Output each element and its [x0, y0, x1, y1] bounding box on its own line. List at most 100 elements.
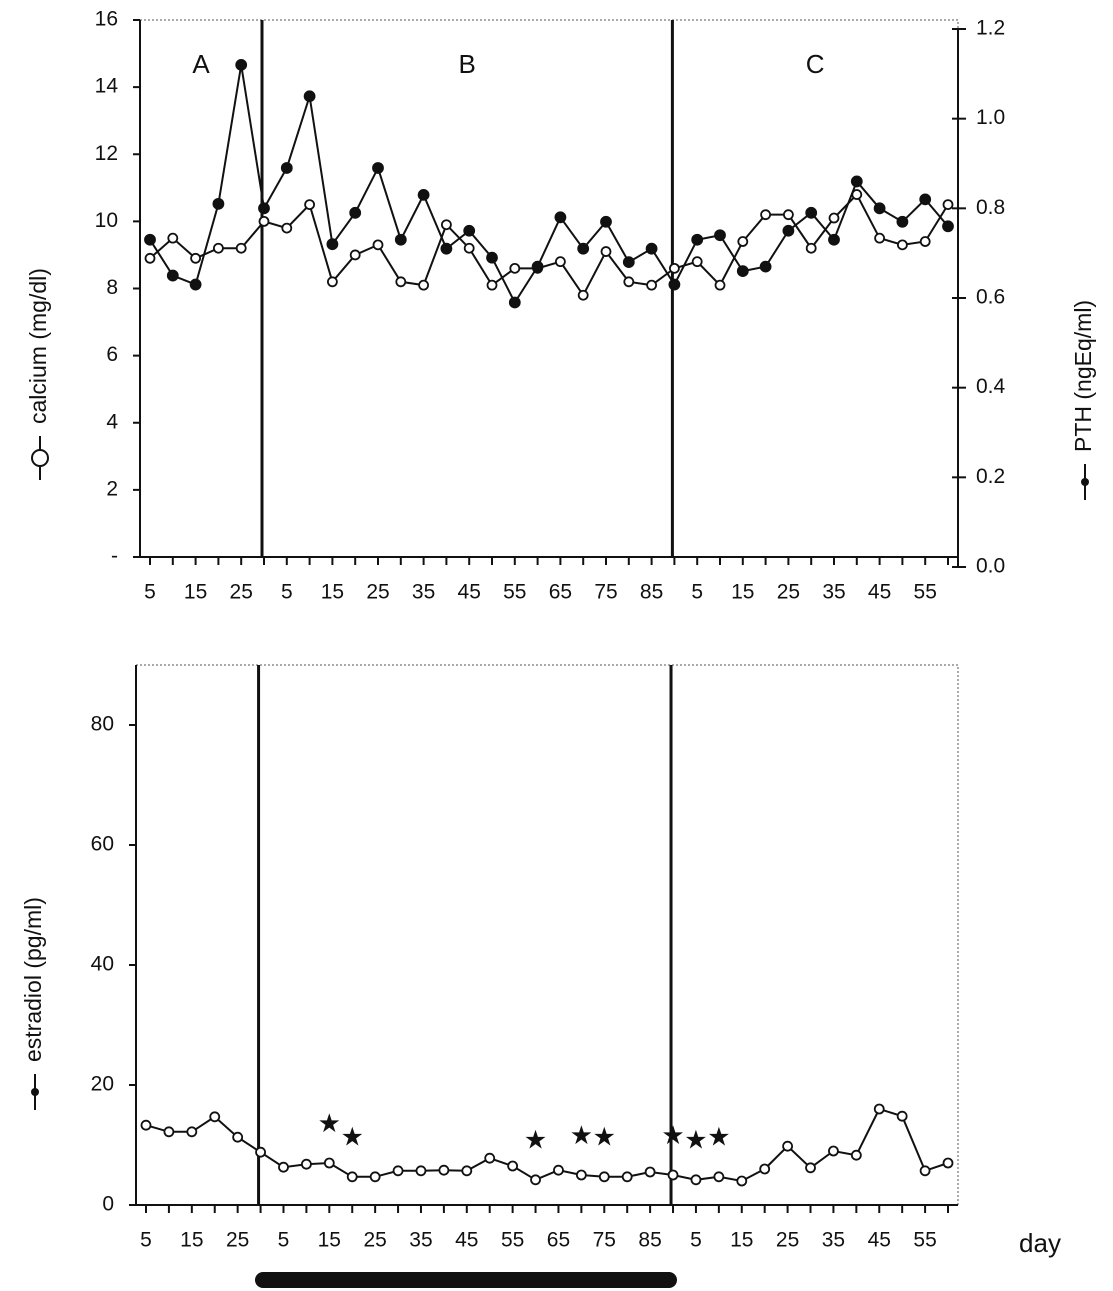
x-tick-label: 55: [501, 1229, 524, 1252]
y-axis-label: calcium (mg/dl): [25, 268, 51, 424]
data-point: [737, 236, 749, 247]
legend-marker: [1081, 478, 1089, 486]
data-point: [190, 252, 202, 264]
data-point: [166, 269, 179, 282]
x-tick-label: 85: [640, 581, 663, 604]
data-point: [621, 1171, 633, 1183]
data-point: [873, 1103, 885, 1115]
y-tick-label: 6: [106, 343, 118, 366]
x-tick-label: 65: [547, 1229, 570, 1252]
data-point: [418, 279, 430, 291]
data-point: [486, 279, 498, 291]
data-point: [189, 278, 202, 291]
data-point: [508, 296, 521, 309]
x-tick-label: 35: [822, 581, 845, 604]
data-point: [326, 238, 339, 251]
data-point: [372, 162, 384, 174]
x-tick-label: 55: [913, 1229, 936, 1252]
data-point: [278, 1161, 289, 1173]
data-point: [486, 251, 498, 264]
data-point: [144, 233, 156, 246]
data-point: [691, 233, 704, 246]
data-point: [417, 188, 430, 201]
data-point: [300, 1158, 312, 1170]
data-point: [144, 252, 156, 264]
data-point: [805, 1162, 816, 1174]
x-tick-label: 15: [180, 1229, 203, 1252]
x-tick-label: 75: [593, 1229, 616, 1252]
significance-marker: ★: [661, 1120, 684, 1150]
x-tick-label: 15: [731, 581, 754, 604]
data-point: [349, 206, 362, 219]
data-point: [392, 1165, 404, 1177]
data-point: [805, 242, 817, 254]
data-point: [644, 1166, 656, 1178]
data-point: [440, 219, 452, 231]
data-point: [896, 215, 909, 228]
data-point: [669, 262, 680, 274]
x-tick-label: 45: [868, 1229, 891, 1252]
y-tick-label: 0: [102, 1193, 114, 1216]
x-axis-label: day: [1019, 1228, 1061, 1258]
data-point: [919, 193, 932, 206]
x-tick-label: 5: [278, 1229, 290, 1252]
data-point: [484, 1152, 496, 1164]
data-point: [167, 232, 179, 244]
x-tick-label: 5: [690, 1229, 702, 1252]
data-point: [212, 242, 224, 254]
legend-marker: [31, 1088, 39, 1096]
data-point: [280, 162, 293, 174]
x-tick-label: 35: [412, 581, 435, 604]
x-tick-label: 65: [549, 581, 572, 604]
significance-marker: ★: [684, 1125, 707, 1155]
data-point: [235, 58, 248, 71]
data-point: [530, 1174, 541, 1186]
x-tick-label: 5: [281, 581, 293, 604]
y-tick-label: 10: [95, 209, 118, 232]
x-tick-label: 55: [503, 581, 526, 604]
phase-label: A: [192, 49, 210, 79]
data-point: [346, 1171, 358, 1183]
data-point: [553, 1164, 564, 1176]
data-point: [394, 233, 407, 246]
phase-label: C: [806, 49, 825, 79]
data-point: [874, 232, 885, 244]
x-tick-label: 25: [226, 1229, 249, 1252]
data-point: [438, 1164, 450, 1176]
y-tick-label: 4: [106, 410, 118, 433]
significance-marker: ★: [570, 1120, 593, 1150]
data-point: [805, 206, 818, 219]
x-tick-label: 75: [594, 581, 617, 604]
data-point: [440, 242, 453, 255]
data-point: [255, 1146, 266, 1158]
series-line: [149, 64, 949, 305]
legend-marker: [31, 449, 49, 467]
data-point: [942, 220, 954, 233]
y2-tick-label: 0.6: [976, 286, 1005, 309]
data-point: [690, 1174, 702, 1186]
data-point: [713, 1171, 725, 1183]
data-point: [919, 236, 931, 247]
y2-tick-label: 0.2: [976, 465, 1005, 488]
x-tick-label: 15: [184, 581, 207, 604]
y-tick-label: 12: [95, 142, 118, 165]
data-point: [509, 262, 521, 274]
x-tick-label: 5: [144, 581, 156, 604]
data-point: [554, 211, 567, 224]
x-tick-label: 45: [455, 1229, 478, 1252]
data-point: [186, 1126, 198, 1138]
data-point: [759, 1163, 771, 1175]
significance-marker: ★: [707, 1122, 730, 1152]
data-point: [415, 1165, 427, 1177]
significance-marker: ★: [318, 1108, 341, 1138]
data-point: [668, 278, 681, 291]
data-point: [782, 1140, 793, 1152]
x-tick-label: 35: [409, 1229, 432, 1252]
data-point: [714, 229, 726, 242]
data-point: [736, 265, 749, 278]
data-point: [507, 1160, 519, 1172]
y2-axis-label: PTH (ngEq/ml): [1070, 300, 1096, 452]
data-point: [600, 215, 612, 228]
y-tick-label: 2: [106, 477, 118, 500]
